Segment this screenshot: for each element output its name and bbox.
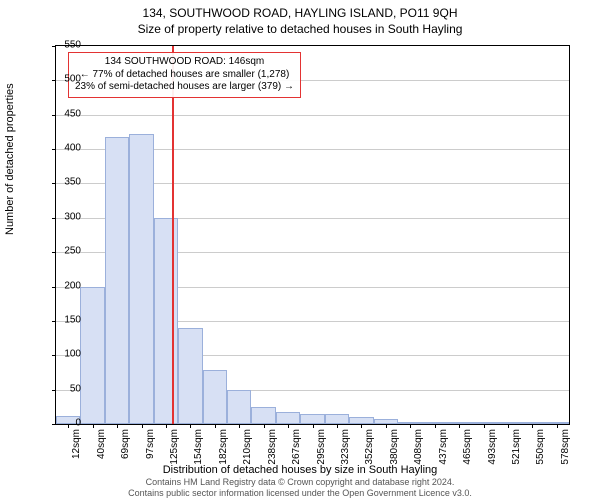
histogram-bar <box>325 414 349 424</box>
x-tick <box>386 424 387 428</box>
x-tick <box>313 424 314 428</box>
x-tick-label: 210sqm <box>242 429 253 465</box>
x-tick-label: 493sqm <box>487 429 498 465</box>
x-tick <box>410 424 411 428</box>
x-tick <box>337 424 338 428</box>
x-tick <box>264 424 265 428</box>
footer-line-2: Contains public sector information licen… <box>0 488 600 498</box>
x-tick-label: 408sqm <box>413 429 424 465</box>
x-tick <box>288 424 289 428</box>
reference-line <box>172 46 174 424</box>
x-tick-label: 352sqm <box>364 429 375 465</box>
title-line-2: Size of property relative to detached ho… <box>0 22 600 38</box>
x-tick <box>166 424 167 428</box>
bars-layer <box>56 46 569 424</box>
footer-line-1: Contains HM Land Registry data © Crown c… <box>0 477 600 487</box>
x-tick <box>557 424 558 428</box>
footer-attribution: Contains HM Land Registry data © Crown c… <box>0 477 600 498</box>
x-tick-label: 12sqm <box>71 429 82 459</box>
y-tick-label: 50 <box>51 383 81 394</box>
x-tick <box>532 424 533 428</box>
x-tick <box>142 424 143 428</box>
x-tick-label: 521sqm <box>511 429 522 465</box>
x-tick <box>239 424 240 428</box>
y-tick-label: 550 <box>51 40 81 51</box>
y-tick-label: 450 <box>51 108 81 119</box>
x-tick <box>508 424 509 428</box>
x-tick-label: 267sqm <box>291 429 302 465</box>
annotation-box: 134 SOUTHWOOD ROAD: 146sqm ← 77% of deta… <box>68 52 301 98</box>
x-tick-label: 69sqm <box>120 429 131 459</box>
grid-line <box>56 115 569 116</box>
x-tick <box>190 424 191 428</box>
x-tick-label: 295sqm <box>316 429 327 465</box>
annotation-line-2: ← 77% of detached houses are smaller (1,… <box>75 69 294 82</box>
x-tick <box>459 424 460 428</box>
x-tick-label: 323sqm <box>340 429 351 465</box>
plot-area: 134 SOUTHWOOD ROAD: 146sqm ← 77% of deta… <box>55 45 570 425</box>
x-tick <box>93 424 94 428</box>
title-line-1: 134, SOUTHWOOD ROAD, HAYLING ISLAND, PO1… <box>0 6 600 22</box>
histogram-bar <box>154 218 178 424</box>
x-axis-label: Distribution of detached houses by size … <box>0 464 600 476</box>
x-tick <box>361 424 362 428</box>
histogram-bar <box>300 414 324 424</box>
y-tick-label: 150 <box>51 314 81 325</box>
x-tick <box>435 424 436 428</box>
x-tick <box>117 424 118 428</box>
x-tick-label: 465sqm <box>462 429 473 465</box>
histogram-bar <box>349 417 373 424</box>
x-tick-label: 578sqm <box>560 429 571 465</box>
x-tick <box>215 424 216 428</box>
chart-title: 134, SOUTHWOOD ROAD, HAYLING ISLAND, PO1… <box>0 0 600 37</box>
x-tick-label: 550sqm <box>535 429 546 465</box>
x-tick-label: 238sqm <box>267 429 278 465</box>
histogram-bar <box>178 328 202 424</box>
y-tick-label: 300 <box>51 211 81 222</box>
annotation-line-1: 134 SOUTHWOOD ROAD: 146sqm <box>75 56 294 69</box>
histogram-bar <box>129 134 153 424</box>
x-tick-label: 437sqm <box>438 429 449 465</box>
histogram-bar <box>276 412 300 424</box>
x-tick-label: 125sqm <box>169 429 180 465</box>
histogram-bar <box>251 407 275 424</box>
annotation-line-3: 23% of semi-detached houses are larger (… <box>75 81 294 94</box>
histogram-bar <box>105 137 129 424</box>
x-tick-label: 380sqm <box>389 429 400 465</box>
histogram-bar <box>80 287 104 424</box>
y-tick-label: 250 <box>51 246 81 257</box>
y-tick-label: 400 <box>51 143 81 154</box>
histogram-bar <box>203 370 227 424</box>
y-tick-label: 100 <box>51 349 81 360</box>
y-tick-label: 0 <box>51 418 81 429</box>
histogram-bar <box>227 390 251 424</box>
x-tick <box>484 424 485 428</box>
x-tick-label: 97sqm <box>145 429 156 459</box>
y-axis-label: Number of detached properties <box>4 83 16 235</box>
y-tick-label: 500 <box>51 74 81 85</box>
x-tick-label: 182sqm <box>218 429 229 465</box>
x-tick-label: 154sqm <box>193 429 204 465</box>
y-tick-label: 350 <box>51 177 81 188</box>
y-tick-label: 200 <box>51 280 81 291</box>
x-tick-label: 40sqm <box>96 429 107 459</box>
